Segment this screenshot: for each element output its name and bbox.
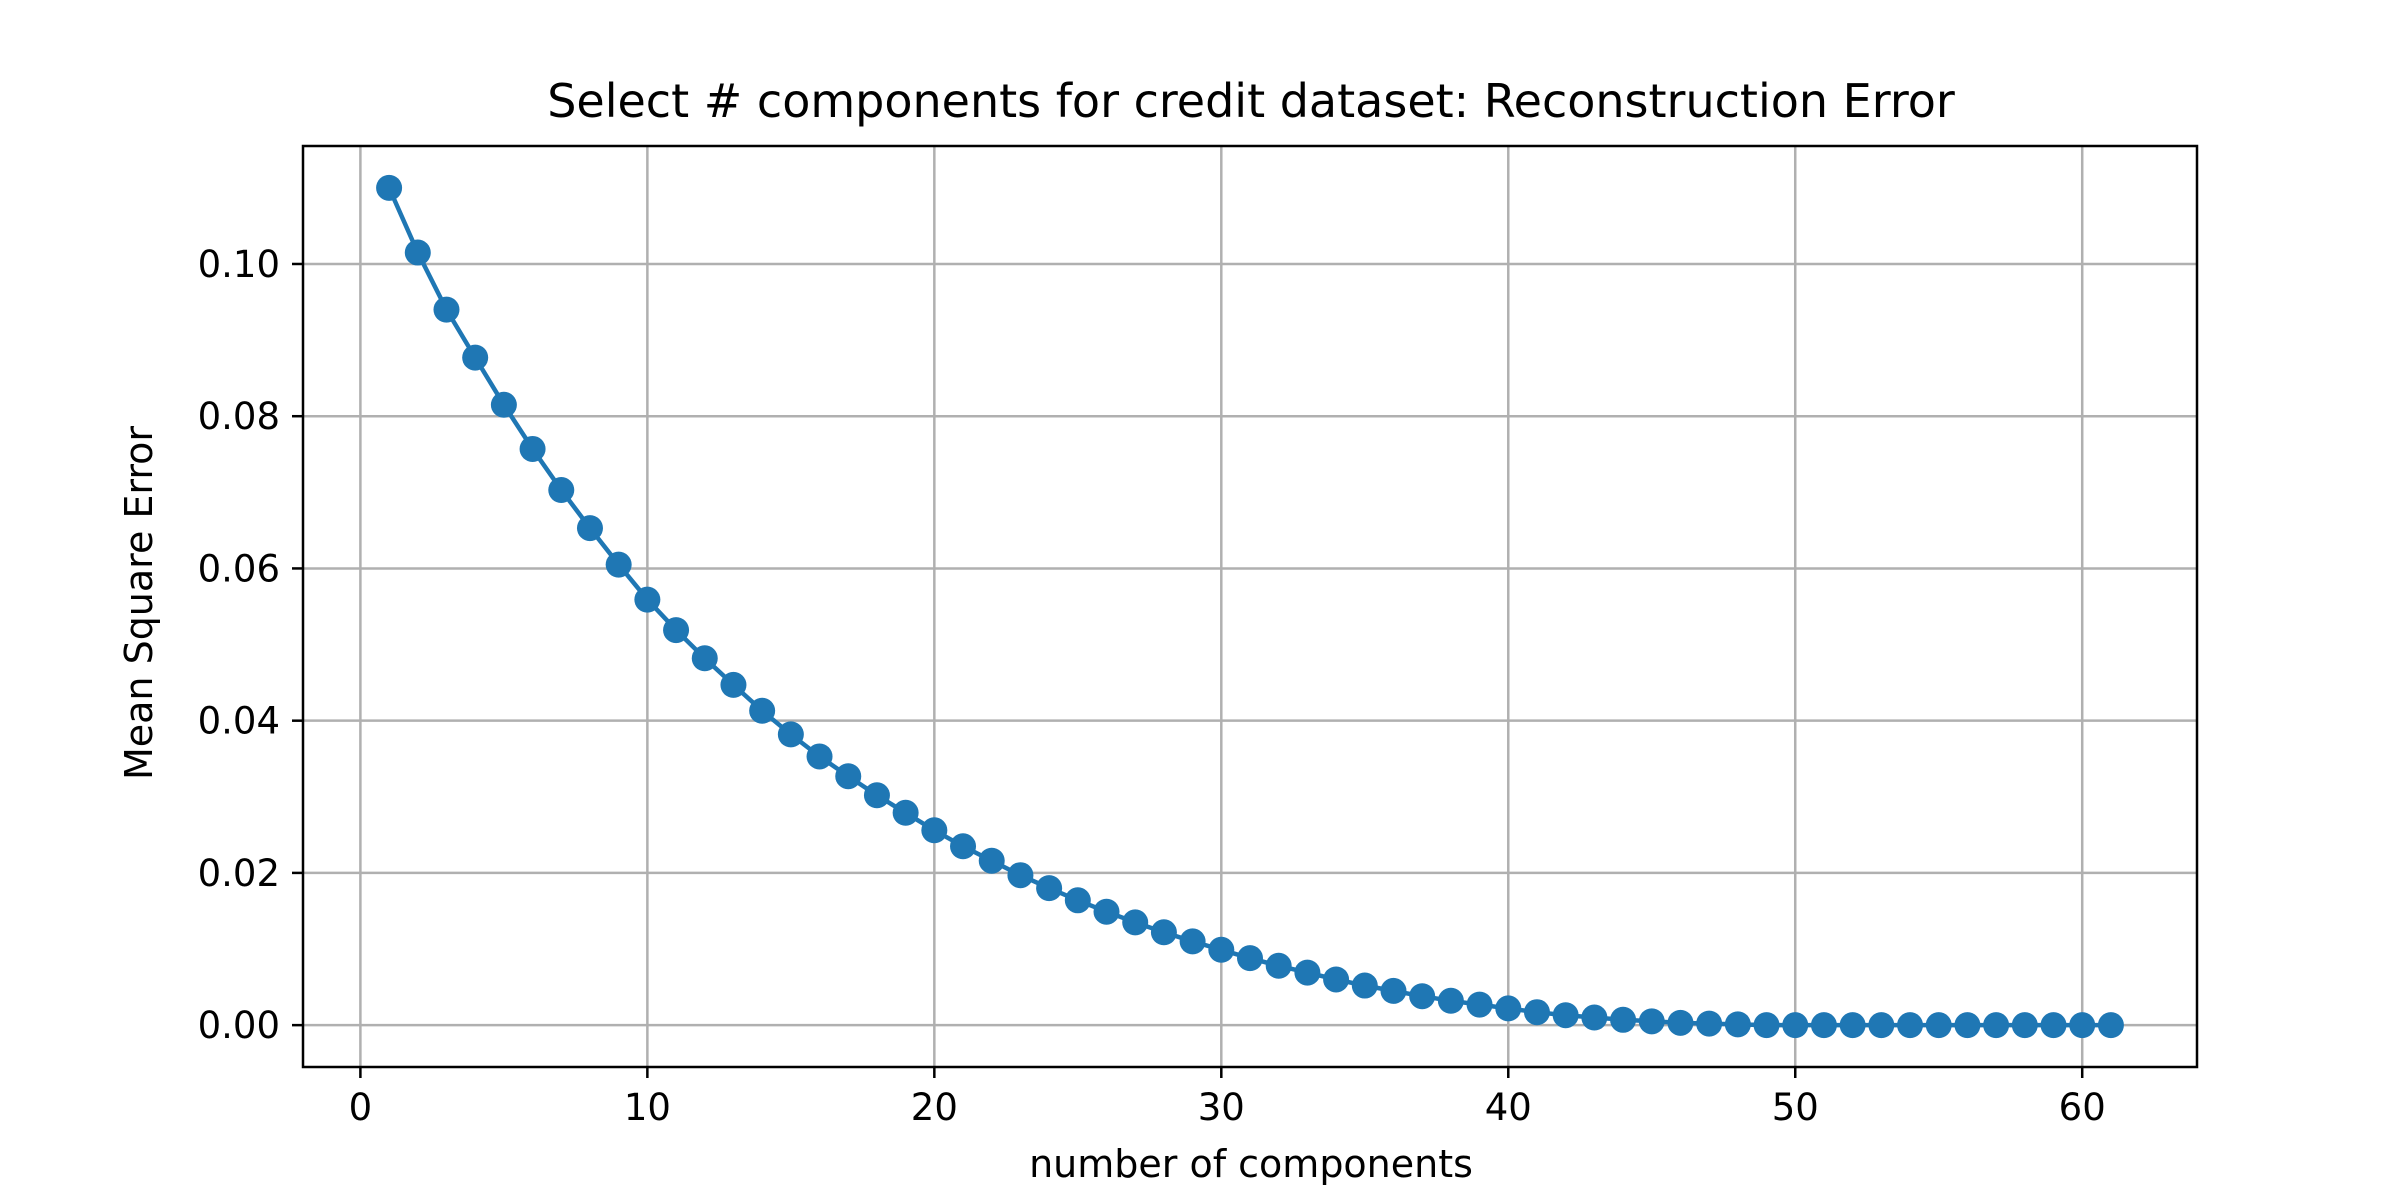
plot-area-frame: [301, 144, 2199, 1069]
data-point: [1753, 1012, 1780, 1039]
data-point: [749, 697, 776, 724]
data-point: [1868, 1012, 1895, 1039]
x-tick-label: 0: [349, 1086, 373, 1129]
data-point: [1122, 909, 1149, 936]
data-point: [490, 391, 517, 418]
x-tick-label: 10: [624, 1086, 671, 1129]
data-point: [806, 743, 833, 770]
data-point: [1954, 1012, 1981, 1039]
data-point: [1696, 1010, 1723, 1037]
x-tick-label: 40: [1485, 1086, 1532, 1129]
data-point: [605, 551, 632, 578]
y-axis-label: Mean Square Error: [117, 426, 161, 780]
chart-title: Select # components for credit dataset: …: [547, 74, 1955, 128]
data-point: [404, 239, 431, 266]
x-axis-ticks: 0 10 20 30 40 50 60: [349, 1067, 2106, 1129]
data-point: [1523, 999, 1550, 1026]
data-point: [462, 344, 489, 371]
data-point: [863, 782, 890, 809]
data-point: [1839, 1012, 1866, 1039]
data-point: [2069, 1012, 2096, 1039]
data-point: [720, 671, 747, 698]
data-point: [1351, 972, 1378, 999]
data-point: [2011, 1012, 2038, 1039]
data-points: [376, 174, 2124, 1039]
data-point: [1036, 875, 1063, 902]
data-point: [1552, 1002, 1579, 1029]
data-point: [978, 847, 1005, 874]
data-point: [1064, 887, 1091, 914]
data-point: [548, 477, 575, 504]
data-point: [1925, 1012, 1952, 1039]
data-point: [1380, 977, 1407, 1004]
data-point: [2097, 1012, 2124, 1039]
data-point: [1150, 919, 1177, 946]
data-point: [1093, 898, 1120, 925]
data-point: [1897, 1012, 1924, 1039]
y-tick-label: 0.00: [198, 1004, 280, 1047]
data-point: [1667, 1009, 1694, 1036]
y-axis-ticks: 0.00 0.02 0.04 0.06 0.08 0.10: [198, 243, 303, 1047]
data-point: [576, 515, 603, 542]
y-tick-label: 0.08: [198, 395, 280, 438]
data-point: [376, 174, 403, 201]
data-point: [1782, 1012, 1809, 1039]
data-point: [1294, 959, 1321, 986]
data-point: [892, 799, 919, 826]
y-tick-label: 0.04: [198, 700, 280, 743]
data-point: [1409, 983, 1436, 1010]
data-point: [1466, 991, 1493, 1018]
data-point: [1265, 952, 1292, 979]
data-point: [921, 817, 948, 844]
data-point: [519, 435, 546, 462]
data-point: [433, 296, 460, 323]
data-point: [1208, 936, 1235, 963]
data-point: [1179, 928, 1206, 955]
x-tick-label: 30: [1198, 1086, 1245, 1129]
data-point: [634, 586, 661, 613]
x-axis-label: number of components: [1029, 1142, 1473, 1186]
data-point: [835, 763, 862, 790]
data-point: [2040, 1012, 2067, 1039]
data-point: [1495, 995, 1522, 1022]
data-point: [663, 617, 690, 644]
y-tick-label: 0.10: [198, 243, 280, 286]
data-point: [1237, 945, 1263, 972]
data-point: [1983, 1012, 2010, 1039]
x-tick-label: 60: [2059, 1086, 2106, 1129]
y-tick-label: 0.02: [198, 852, 280, 895]
data-point: [1437, 987, 1464, 1014]
data-point: [1638, 1008, 1665, 1035]
data-point: [1581, 1004, 1608, 1031]
x-tick-label: 20: [911, 1086, 958, 1129]
data-point: [950, 833, 977, 860]
data-point: [1810, 1012, 1837, 1039]
data-point: [691, 645, 718, 672]
data-point: [1724, 1011, 1751, 1038]
x-tick-label: 50: [1772, 1086, 1819, 1129]
data-point: [1323, 966, 1350, 993]
data-point: [777, 721, 804, 748]
data-point: [1610, 1006, 1637, 1033]
y-tick-label: 0.06: [198, 547, 280, 590]
data-point: [1007, 862, 1034, 889]
